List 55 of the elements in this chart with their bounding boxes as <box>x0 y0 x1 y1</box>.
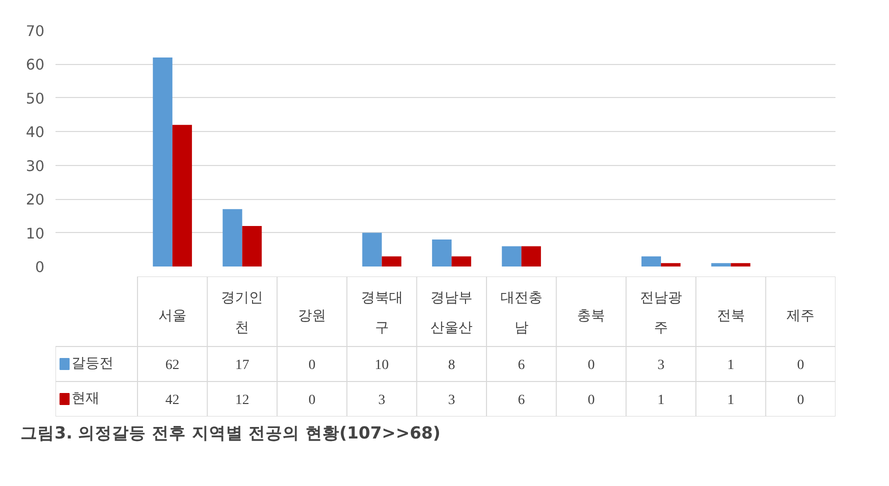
y-tick-label: 10 <box>26 225 45 242</box>
bar <box>362 232 382 266</box>
y-tick-label: 40 <box>26 124 45 142</box>
data-label: 3 <box>658 358 664 373</box>
data-label: 0 <box>588 358 595 373</box>
data-label: 6 <box>518 393 525 408</box>
x-tick-label: 전북 <box>716 309 745 324</box>
data-label: 1 <box>727 358 734 373</box>
data-label: 10 <box>374 358 389 373</box>
y-tick-label: 50 <box>26 90 45 108</box>
data-label: 0 <box>588 393 595 408</box>
x-tick-label: 충북 <box>577 309 606 324</box>
bar <box>152 57 172 266</box>
y-tick-label: 60 <box>26 56 45 74</box>
data-label: 62 <box>165 358 180 373</box>
data-label: 0 <box>797 393 804 408</box>
bar <box>382 256 402 266</box>
x-tick-label: 제주 <box>786 309 815 324</box>
bar <box>521 246 541 266</box>
y-tick-label: 0 <box>35 259 45 276</box>
data-label: 12 <box>235 393 250 408</box>
bar <box>222 209 242 266</box>
data-label: 0 <box>797 358 804 373</box>
data-label: 3 <box>448 393 456 408</box>
x-tick-label: 경북대구 <box>360 291 403 336</box>
bar <box>661 263 681 266</box>
x-tick-label: 경기인천 <box>221 291 264 336</box>
y-tick-label: 20 <box>26 192 45 209</box>
data-label: 3 <box>378 393 386 408</box>
text: 그림3. 의정갈등 전후 지역별 전공의 현황(107>>68) <box>20 424 440 442</box>
data-label: 8 <box>448 358 456 373</box>
x-tick-label: 경남부산울산 <box>430 291 473 336</box>
bar <box>502 246 522 266</box>
legend-label: 현재 <box>72 392 100 406</box>
data-label: 0 <box>308 393 316 408</box>
bar <box>172 124 192 266</box>
bar <box>242 226 262 266</box>
data-label: 6 <box>518 358 525 373</box>
data-label: 0 <box>308 358 316 373</box>
data-label: 1 <box>727 393 734 408</box>
data-label: 1 <box>658 393 664 408</box>
bar <box>432 240 452 266</box>
x-tick-label: 대전충남 <box>500 291 542 336</box>
x-tick-label: 강원 <box>298 309 326 324</box>
data-label: 42 <box>165 393 180 408</box>
x-tick-label: 서울 <box>158 309 186 324</box>
bar <box>452 256 472 266</box>
y-tick-label: 30 <box>26 158 45 175</box>
bar <box>730 263 750 266</box>
bar <box>641 256 661 266</box>
bar <box>711 263 731 266</box>
x-tick-label: 전남광주 <box>640 291 682 336</box>
y-tick-label: 70 <box>26 23 45 40</box>
data-label: 17 <box>235 358 250 373</box>
legend-label: 갈등전 <box>72 356 114 372</box>
